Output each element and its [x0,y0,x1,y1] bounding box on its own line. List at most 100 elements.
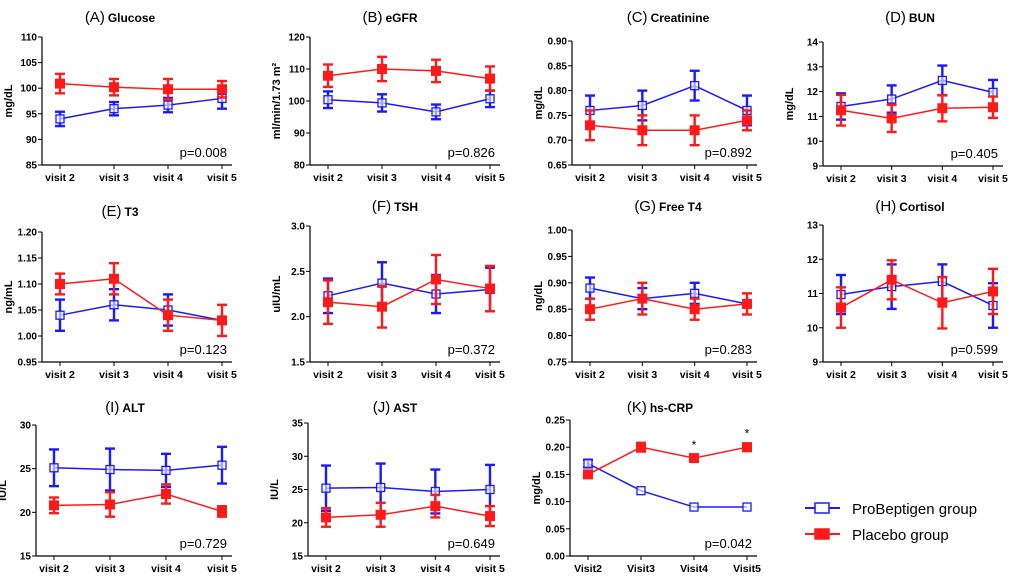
legend: ProBeptigen group Placebo group [805,501,977,544]
data-point-open-square [887,94,897,104]
data-point-open-square [636,486,646,496]
panel-letter: (K) [627,399,647,416]
series-probeptigen [55,288,227,332]
y-tick-label: 14 [807,38,819,49]
data-point-filled-square [163,84,173,95]
panel-name: AST [393,401,418,415]
data-point-open-square [109,104,119,114]
series-line [840,280,994,307]
y-tick-label: 2.5 [291,267,305,278]
p-value: p=0.042 [705,536,752,551]
x-tick-label: visit 2 [313,172,343,184]
data-point-filled-square [485,73,495,84]
data-point-open-square [55,114,65,124]
y-tick-label: 0.85 [548,61,568,72]
y-tick-label: 15 [20,552,32,563]
data-point-filled-square [485,511,495,522]
data-point-open-square [485,94,495,104]
series-line [840,278,994,309]
panel-name: hs-CRP [650,401,693,415]
panel-title: (D) BUN [885,9,935,26]
y-tick-label: 11 [807,289,818,300]
data-point-filled-square [323,297,333,308]
data-point-open-square [217,460,227,470]
panel-egfr: (B) eGFR 80 90 100 110 120 visit 2 visit 3 visit … [271,9,505,184]
x-tick-label: visit 3 [627,172,657,184]
p-value: p=0.008 [180,145,227,160]
y-tick-label: 0.75 [548,111,568,122]
y-tick-label: 0.65 [548,161,568,172]
panel-letter: (F) [372,198,391,215]
series-line [589,84,748,112]
data-point-open-square [689,502,699,512]
series-line [327,98,491,113]
data-point-open-square [485,484,495,495]
data-point-filled-square [161,488,171,499]
panel-hs-crp: (K) hs-CRP 0.00 0.05 0.10 0.15 0.20 0.25 Visit2 V… [531,399,761,575]
series-line [327,282,491,297]
x-tick-label: visit 5 [732,369,762,381]
data-point-open-square [585,283,595,293]
y-tick-label: 95 [26,109,38,120]
y-tick-label: 0.10 [546,497,566,508]
panel-name: Free T4 [659,200,702,214]
series-probeptigen [49,445,227,492]
data-point-open-square [690,288,700,299]
x-tick-label: visit 2 [826,173,856,185]
series-probeptigen [55,86,227,128]
series-probeptigen [585,69,752,127]
panel-name: eGFR [385,11,417,25]
p-value: p=0.283 [705,342,752,357]
x-tick-label: visit 5 [475,369,505,381]
legend-entry-probeptigen: ProBeptigen group [805,501,977,518]
series-line [840,79,994,108]
data-point-filled-square [689,125,700,136]
data-point-filled-square [937,103,948,114]
data-point-open-square [376,482,386,493]
legend-label-probeptigen: ProBeptigen group [852,501,977,518]
data-point-filled-square [431,274,441,285]
x-tick-label: Visit4 [680,563,708,575]
series-placebo [583,441,752,480]
series-probeptigen [323,261,495,315]
legend-marker-filled-square [814,528,830,540]
y-tick-label: 1.05 [18,306,38,317]
y-tick-label: 1.20 [18,228,38,239]
data-point-filled-square [377,301,387,312]
series-line [53,493,223,513]
data-point-filled-square [375,509,386,520]
legend-marker-open-square [814,502,830,514]
y-axis-label: mg/dL [3,84,15,117]
panel-title: (C) Creatinine [627,9,710,26]
panel-glucose: (A) Glucose 85 90 95 100 105 110 visit 2 visit 3 v… [3,9,237,184]
data-point-filled-square [886,113,897,124]
data-point-filled-square [55,279,65,289]
x-tick-label: visit 3 [367,369,397,381]
y-tick-label: 0.05 [546,524,566,535]
data-point-filled-square [430,501,441,512]
y-tick-label: 15 [292,552,304,563]
data-point-filled-square [109,82,119,93]
series-placebo [321,493,495,528]
panel-bun: (D) BUN 9 10 11 12 13 14 visit 2 visit 3 visit 4 vi… [784,9,1008,185]
x-tick-label: visit 3 [367,172,397,184]
data-point-filled-square [689,304,700,315]
data-point-filled-square [637,125,648,136]
y-tick-label: 0.80 [548,86,568,97]
panel-title: (G) Free T4 [634,198,702,215]
panel-letter: (A) [85,9,105,26]
x-tick-label: visit 4 [420,563,450,575]
legend-label-placebo: Placebo group [852,527,949,544]
data-point-filled-square [55,78,65,89]
y-tick-label: 0.80 [548,331,568,342]
panel-tsh: (F) TSH 1.5 2.0 2.5 3.0 visit 2 visit 3 visit 4 v… [271,198,505,381]
panel-title: (H) Cortisol [875,198,944,215]
y-tick-label: 120 [288,33,305,44]
panel-title: (K) hs-CRP [627,399,693,416]
data-point-filled-square [105,499,115,510]
panel-free-t4: (G) Free T4 0.75 0.80 0.85 0.90 0.95 1.00 visit … [533,198,762,381]
series-line [325,505,491,519]
series-placebo [55,262,227,338]
y-axis-label: ng/dL [533,281,545,311]
